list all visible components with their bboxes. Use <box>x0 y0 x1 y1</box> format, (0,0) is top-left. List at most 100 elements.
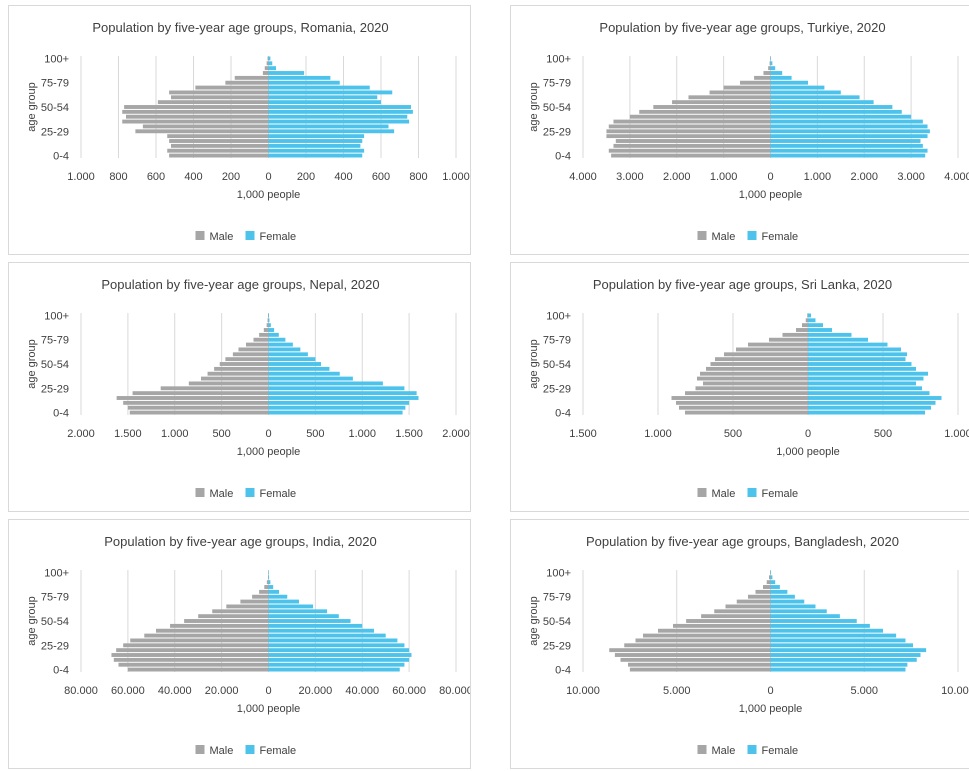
male-bar <box>608 148 771 153</box>
male-bar <box>225 357 269 362</box>
female-bar <box>268 134 365 139</box>
female-bar <box>268 328 275 332</box>
x-tick-label: 800 <box>409 171 427 183</box>
male-bar <box>267 318 269 323</box>
male-bar <box>676 400 808 405</box>
x-tick-label: 5.000 <box>663 685 691 697</box>
y-tick-label: 100+ <box>546 53 571 65</box>
male-bar <box>132 391 269 396</box>
y-tick-label: 75-79 <box>543 335 571 347</box>
y-axis-label: age group <box>26 339 38 389</box>
female-bar <box>268 405 406 410</box>
legend-male-swatch <box>195 231 205 240</box>
x-axis-label: 1,000 people <box>776 446 840 458</box>
male-bar <box>252 594 269 599</box>
female-bar <box>268 323 271 328</box>
x-tick-label: 500 <box>874 428 892 440</box>
x-axis-label: 1,000 people <box>739 703 803 715</box>
y-tick-label: 50-54 <box>41 359 69 371</box>
male-bar <box>606 134 771 139</box>
male-bar <box>246 342 269 347</box>
female-bar <box>770 594 795 599</box>
legend-female-label: Female <box>260 488 297 500</box>
male-bar <box>754 75 771 80</box>
male-bar <box>122 109 269 114</box>
female-bar <box>770 95 860 100</box>
legend-female-label: Female <box>260 231 297 243</box>
pyramid-chart: Population by five-year age groups, Bang… <box>528 534 969 757</box>
x-tick-label: 2.000 <box>850 171 878 183</box>
male-bar <box>766 580 771 585</box>
x-tick-label: 0 <box>767 685 773 697</box>
female-bar <box>770 653 921 657</box>
female-bar <box>268 391 417 396</box>
male-bar <box>259 332 269 337</box>
female-bar <box>770 623 870 628</box>
x-tick-label: 3.000 <box>897 171 925 183</box>
male-bar <box>127 405 269 410</box>
legend-male-label: Male <box>712 488 736 500</box>
male-bar <box>127 667 269 672</box>
male-bar <box>613 143 771 148</box>
legend-male-label: Male <box>210 488 234 500</box>
x-tick-label: 60.000 <box>111 685 145 697</box>
y-tick-label: 0-4 <box>53 151 69 163</box>
male-bar <box>615 139 771 143</box>
y-axis-label: age group <box>26 596 38 646</box>
legend-female-swatch <box>747 745 757 754</box>
female-bar <box>808 400 936 405</box>
female-bar <box>268 575 270 580</box>
legend-female-swatch <box>245 488 255 497</box>
female-bar <box>770 134 928 139</box>
male-bar <box>807 313 808 318</box>
male-bar <box>167 148 269 153</box>
female-bar <box>268 589 280 594</box>
male-bar <box>198 614 269 619</box>
female-bar <box>268 643 405 648</box>
female-bar <box>808 405 931 410</box>
y-tick-label: 100+ <box>44 567 69 579</box>
male-bar <box>171 95 269 100</box>
male-bar <box>129 410 269 415</box>
male-bar <box>695 386 808 391</box>
female-bar <box>770 129 930 134</box>
male-bar <box>763 71 771 75</box>
female-bar <box>808 386 922 391</box>
y-tick-label: 25-29 <box>41 640 69 652</box>
x-tick-label: 4.000 <box>944 171 969 183</box>
female-bar <box>268 143 361 148</box>
female-bar <box>770 609 827 614</box>
x-tick-label: 1.000 <box>442 171 470 183</box>
female-bar <box>268 129 395 134</box>
male-bar <box>748 594 771 599</box>
y-tick-label: 50-54 <box>41 616 69 628</box>
x-tick-label: 40.000 <box>345 685 379 697</box>
x-tick-label: 80.000 <box>439 685 471 697</box>
pyramid-chart: Population by five-year age groups, Roma… <box>26 20 470 243</box>
y-tick-label: 0-4 <box>555 665 571 677</box>
male-bar <box>714 609 771 614</box>
male-bar <box>266 61 269 66</box>
female-bar <box>808 357 906 362</box>
male-bar <box>214 366 269 371</box>
male-bar <box>686 619 771 623</box>
x-tick-label: 0 <box>265 428 271 440</box>
x-tick-label: 500 <box>724 428 742 440</box>
male-bar <box>748 342 808 347</box>
female-bar <box>770 614 840 619</box>
y-tick-label: 25-29 <box>543 383 571 395</box>
female-bar <box>268 638 398 643</box>
male-bar <box>706 366 808 371</box>
female-bar <box>268 362 321 366</box>
male-bar <box>263 328 269 332</box>
female-bar <box>770 124 928 129</box>
legend-male-swatch <box>195 488 205 497</box>
female-bar <box>770 580 776 585</box>
female-bar <box>268 376 353 381</box>
female-bar <box>770 143 923 148</box>
male-bar <box>688 95 771 100</box>
y-tick-label: 75-79 <box>41 335 69 347</box>
female-bar <box>770 662 908 667</box>
x-tick-label: 200 <box>222 171 240 183</box>
x-tick-label: 1.000 <box>161 428 189 440</box>
